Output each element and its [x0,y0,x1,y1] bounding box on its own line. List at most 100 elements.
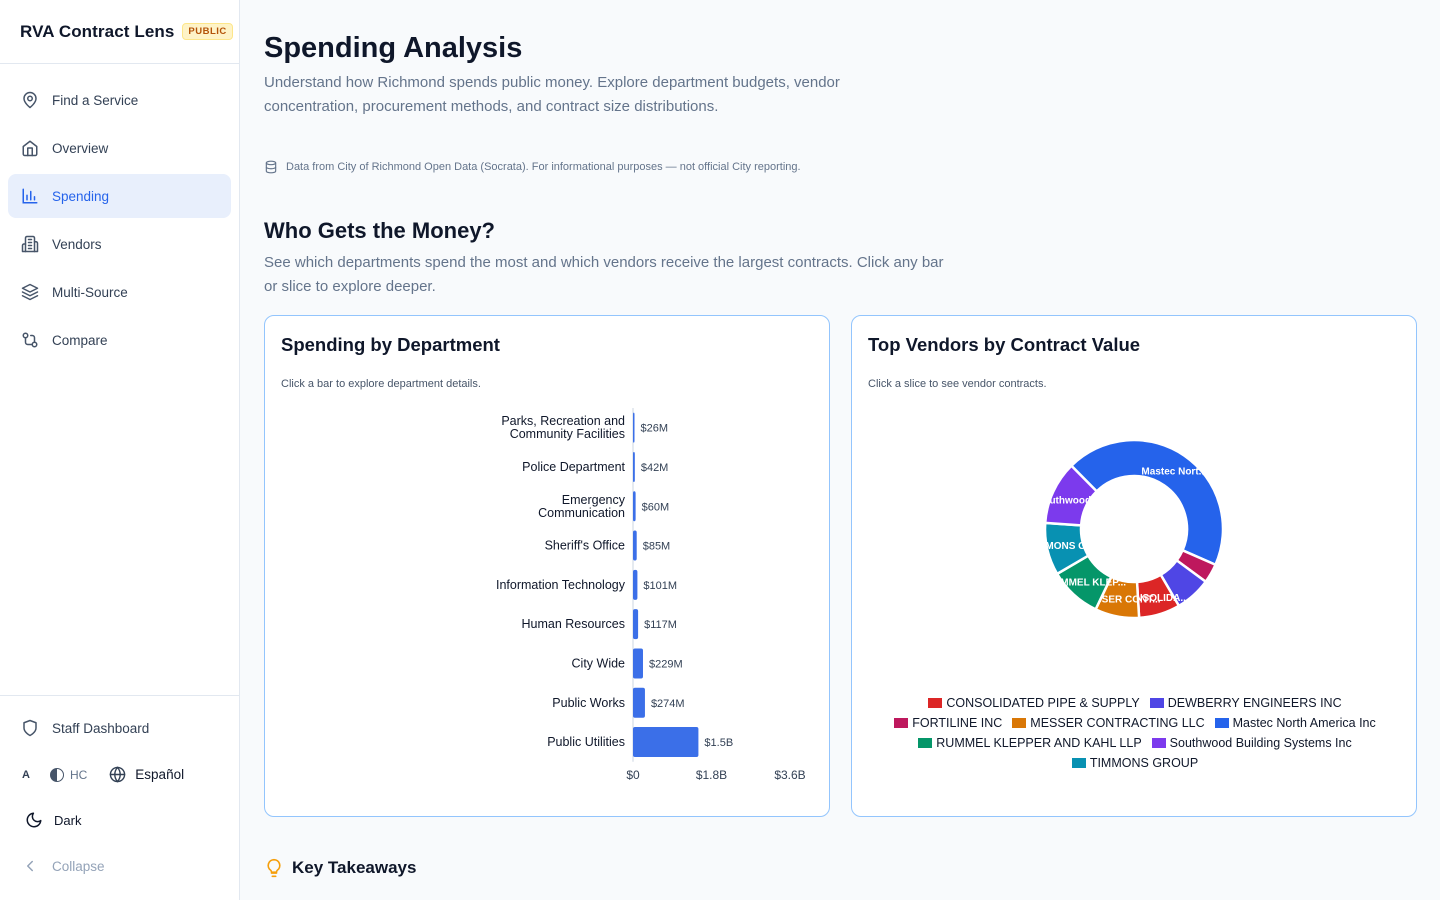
legend-label: RUMMEL KLEPPER AND KAHL LLP [936,736,1142,750]
sidebar-item-label: Compare [52,332,108,348]
bar-value-label: $60M [642,501,670,513]
sidebar-item-multi-source[interactable]: Multi-Source [8,270,231,314]
legend-swatch [1071,758,1086,768]
dark-mode-toggle[interactable]: Dark [0,810,81,830]
category-label: Community Facilities [510,427,625,441]
sidebar-footer: Staff Dashboard A HC Español Dark Collap… [0,695,239,874]
sidebar-item-label: Find a Service [52,92,139,108]
contrast-icon [49,767,64,782]
x-tick-label: $1.8B [696,768,727,782]
data-source-note: Data from City of Richmond Open Data (So… [264,160,801,174]
category-label: Human Resources [521,617,625,631]
map-pin-icon [20,90,40,110]
legend-label: Southwood Building Systems Inc [1169,736,1352,750]
bar-value-label: $26M [641,423,669,435]
x-tick-label: $3.6B [774,768,805,782]
database-icon [265,160,277,174]
sidebar-item-overview[interactable]: Overview [8,126,231,170]
high-contrast-toggle[interactable]: HC [49,767,88,782]
sidebar: RVA Contract Lens PUBLIC Find a Service … [0,0,240,900]
sidebar-item-label: Multi-Source [52,284,128,300]
department-bar[interactable] [633,609,639,640]
legend-label: TIMMONS GROUP [1089,756,1199,770]
brand-header: RVA Contract Lens PUBLIC [0,0,239,64]
preferences-row: A HC Español [0,766,184,783]
legend-label: CONSOLIDATED PIPE & SUPPLY [946,696,1140,710]
legend-item[interactable]: CONSOLIDATED PIPE & SUPPLY [928,696,1140,710]
bar-value-label: $1.5B [704,737,733,749]
legend-item[interactable]: RUMMEL KLEPPER AND KAHL LLP [918,736,1142,750]
category-label: Emergency [562,493,626,507]
vendor-slice[interactable] [1069,438,1225,567]
vendor-legend: CONSOLIDATED PIPE & SUPPLY DEWBERRY ENGIN… [872,696,1398,770]
legend-item[interactable]: Southwood Building Systems Inc [1151,736,1352,750]
category-label: Information Technology [496,578,626,592]
legend-item[interactable]: Mastec North America Inc [1214,716,1376,730]
font-size-toggle[interactable]: A [22,768,30,781]
sidebar-item-vendors[interactable]: Vendors [8,222,231,266]
slice-label: RUMMEL KLEP... [1046,577,1126,588]
bar-value-label: $117M [644,619,677,631]
collapse-sidebar-button[interactable]: Collapse [0,856,105,876]
bar-chart-icon [20,186,40,206]
layers-icon [20,282,40,302]
spending-by-department-card: Spending by Department Click a bar to ex… [264,315,830,817]
slice-label: CONSOLIDA... [1120,593,1189,604]
bar-value-label: $42M [641,462,669,474]
section-description: See which departments spend the most and… [264,254,944,295]
lightbulb-icon [267,858,281,878]
vendor-slice[interactable] [1043,463,1099,527]
department-bar[interactable] [633,491,636,522]
bar-value-label: $229M [649,658,683,670]
data-source-text: Data from City of Richmond Open Data (So… [286,161,801,173]
legend-label: Mastec North America Inc [1232,716,1376,730]
legend-item[interactable]: TIMMONS GROUP [1071,756,1199,770]
department-bar[interactable] [633,727,699,758]
category-label: Parks, Recreation and [501,414,625,428]
legend-swatch [894,718,909,728]
sidebar-item-find-a-service[interactable]: Find a Service [8,78,231,122]
legend-item[interactable]: DEWBERRY ENGINEERS INC [1149,696,1342,710]
slice-label: Southwood ... [1037,495,1103,506]
card-hint: Click a bar to explore department detail… [281,378,481,390]
building-icon [20,234,40,254]
globe-icon [110,766,126,783]
card-title: Top Vendors by Contract Value [868,334,1141,355]
language-label: Español [135,767,185,782]
department-bar[interactable] [633,412,635,443]
sidebar-item-label: Overview [52,140,109,156]
compare-icon [20,330,40,350]
sidebar-nav: Find a Service Overview Spending Vendors… [0,64,239,362]
staff-dashboard-link[interactable]: Staff Dashboard [0,718,149,738]
slice-label: MESSER CONT... [1080,595,1161,606]
category-label: Public Works [552,696,625,710]
language-toggle[interactable]: Español [109,766,184,783]
department-bar[interactable] [633,648,643,679]
category-label: Sheriff's Office [545,539,625,553]
department-bar[interactable] [633,530,637,561]
department-bar[interactable] [633,569,638,600]
x-tick-label: $0 [626,768,640,782]
department-bar[interactable] [633,451,635,482]
section-title: Who Gets the Money? [264,218,495,243]
sidebar-item-spending[interactable]: Spending [8,174,231,218]
bar-value-label: $101M [643,580,677,592]
slice-label: Mastec Nort... [1141,466,1207,477]
legend-item[interactable]: FORTILINE INC [894,716,1002,730]
page-description: Understand how Richmond spends public mo… [264,74,840,115]
sidebar-item-compare[interactable]: Compare [8,318,231,362]
card-title: Spending by Department [281,334,500,355]
app-title[interactable]: RVA Contract Lens [20,21,175,41]
legend-swatch [928,698,943,708]
category-label: Police Department [522,460,625,474]
bar-value-label: $85M [643,541,671,553]
home-icon [20,138,40,158]
sidebar-item-label: Spending [52,188,110,204]
high-contrast-label: HC [69,767,88,782]
category-label: City Wide [572,656,626,670]
department-bar[interactable] [633,687,645,718]
category-label: Public Utilities [547,735,625,749]
legend-item[interactable]: MESSER CONTRACTING LLC [1012,716,1205,730]
dark-mode-label: Dark [54,812,82,828]
legend-swatch [1214,718,1229,728]
